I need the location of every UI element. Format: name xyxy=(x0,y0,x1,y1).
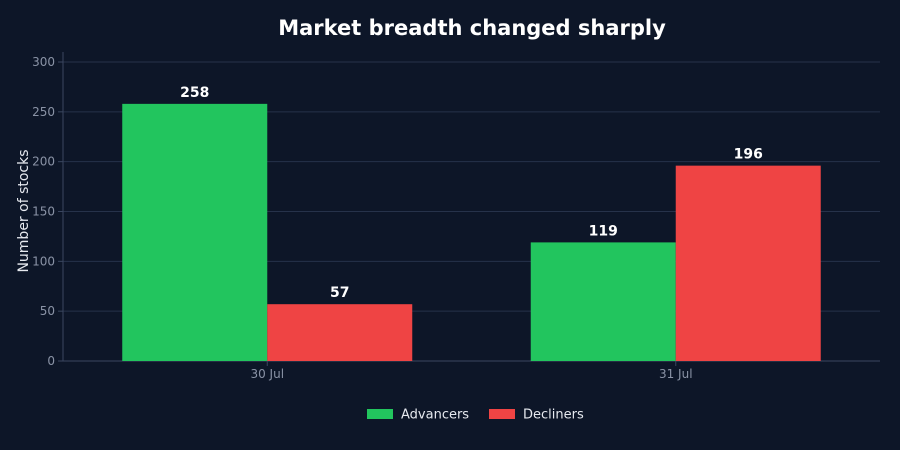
bar-decliners-1 xyxy=(675,165,821,361)
data-label: 196 xyxy=(734,147,763,163)
x-tick-label: 30 Jul xyxy=(250,367,284,381)
legend: Advancers Decliners xyxy=(367,408,584,423)
x-tick-label: 31 Jul xyxy=(659,367,693,381)
bar-advancers-0 xyxy=(122,103,268,362)
data-label: 119 xyxy=(589,223,618,239)
chart-title: Market breadth changed sharply xyxy=(278,16,666,40)
legend-label-advancers: Advancers xyxy=(401,408,469,423)
data-labels: 258 57 119 196 xyxy=(180,85,763,301)
legend-swatch-advancers xyxy=(367,409,393,419)
bars xyxy=(122,103,821,362)
y-tick-label: 200 xyxy=(32,155,55,169)
data-label: 57 xyxy=(330,285,349,301)
legend-label-decliners: Decliners xyxy=(523,408,584,423)
bar-advancers-1 xyxy=(530,242,676,361)
y-tick-label: 100 xyxy=(32,254,55,268)
y-tick-label: 150 xyxy=(32,205,55,219)
y-tick-label: 250 xyxy=(32,105,55,119)
y-tick-label: 300 xyxy=(32,55,55,69)
y-axis-label: Number of stocks xyxy=(16,149,32,272)
y-tick-label: 50 xyxy=(40,304,55,318)
bar-decliners-0 xyxy=(267,304,413,361)
legend-swatch-decliners xyxy=(489,409,515,419)
y-tick-label: 0 xyxy=(47,354,55,368)
data-label: 258 xyxy=(180,85,209,101)
